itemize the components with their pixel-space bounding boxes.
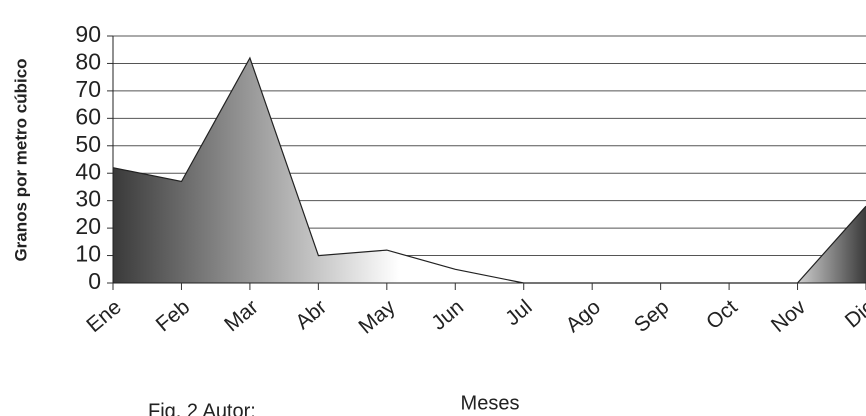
x-tick-label: Abr — [291, 295, 331, 334]
y-tick-label: 60 — [75, 103, 101, 129]
area — [113, 58, 866, 283]
x-tick-label: Dic — [841, 295, 866, 332]
x-tick-label: Mar — [220, 295, 262, 336]
x-tick-label: Sep — [630, 295, 673, 337]
x-tick-label: Feb — [152, 295, 195, 336]
x-tick-label: Oct — [702, 295, 742, 334]
y-tick-label: 90 — [75, 21, 101, 47]
y-tick-label: 20 — [75, 213, 101, 239]
y-tick-label: 80 — [75, 49, 101, 75]
y-tick-label: 0 — [88, 268, 101, 294]
x-tick-label: Nov — [767, 295, 811, 337]
y-axis-label: Granos por metro cúbico — [11, 58, 30, 261]
x-tick-label: Ago — [562, 295, 605, 337]
caption: Fig. 2 Autor: — [148, 400, 256, 416]
x-axis-label: Meses — [461, 392, 520, 414]
x-tick-label: Ene — [82, 295, 125, 337]
x-tick-label: Jun — [427, 295, 468, 334]
y-tick-label: 10 — [75, 241, 101, 267]
y-tick-label: 50 — [75, 131, 101, 157]
y-tick-label: 40 — [75, 158, 101, 184]
x-tick-label: Jul — [501, 295, 536, 330]
x-tick-label: May — [354, 295, 400, 338]
y-tick-label: 30 — [75, 186, 101, 212]
y-tick-label: 70 — [75, 76, 101, 102]
